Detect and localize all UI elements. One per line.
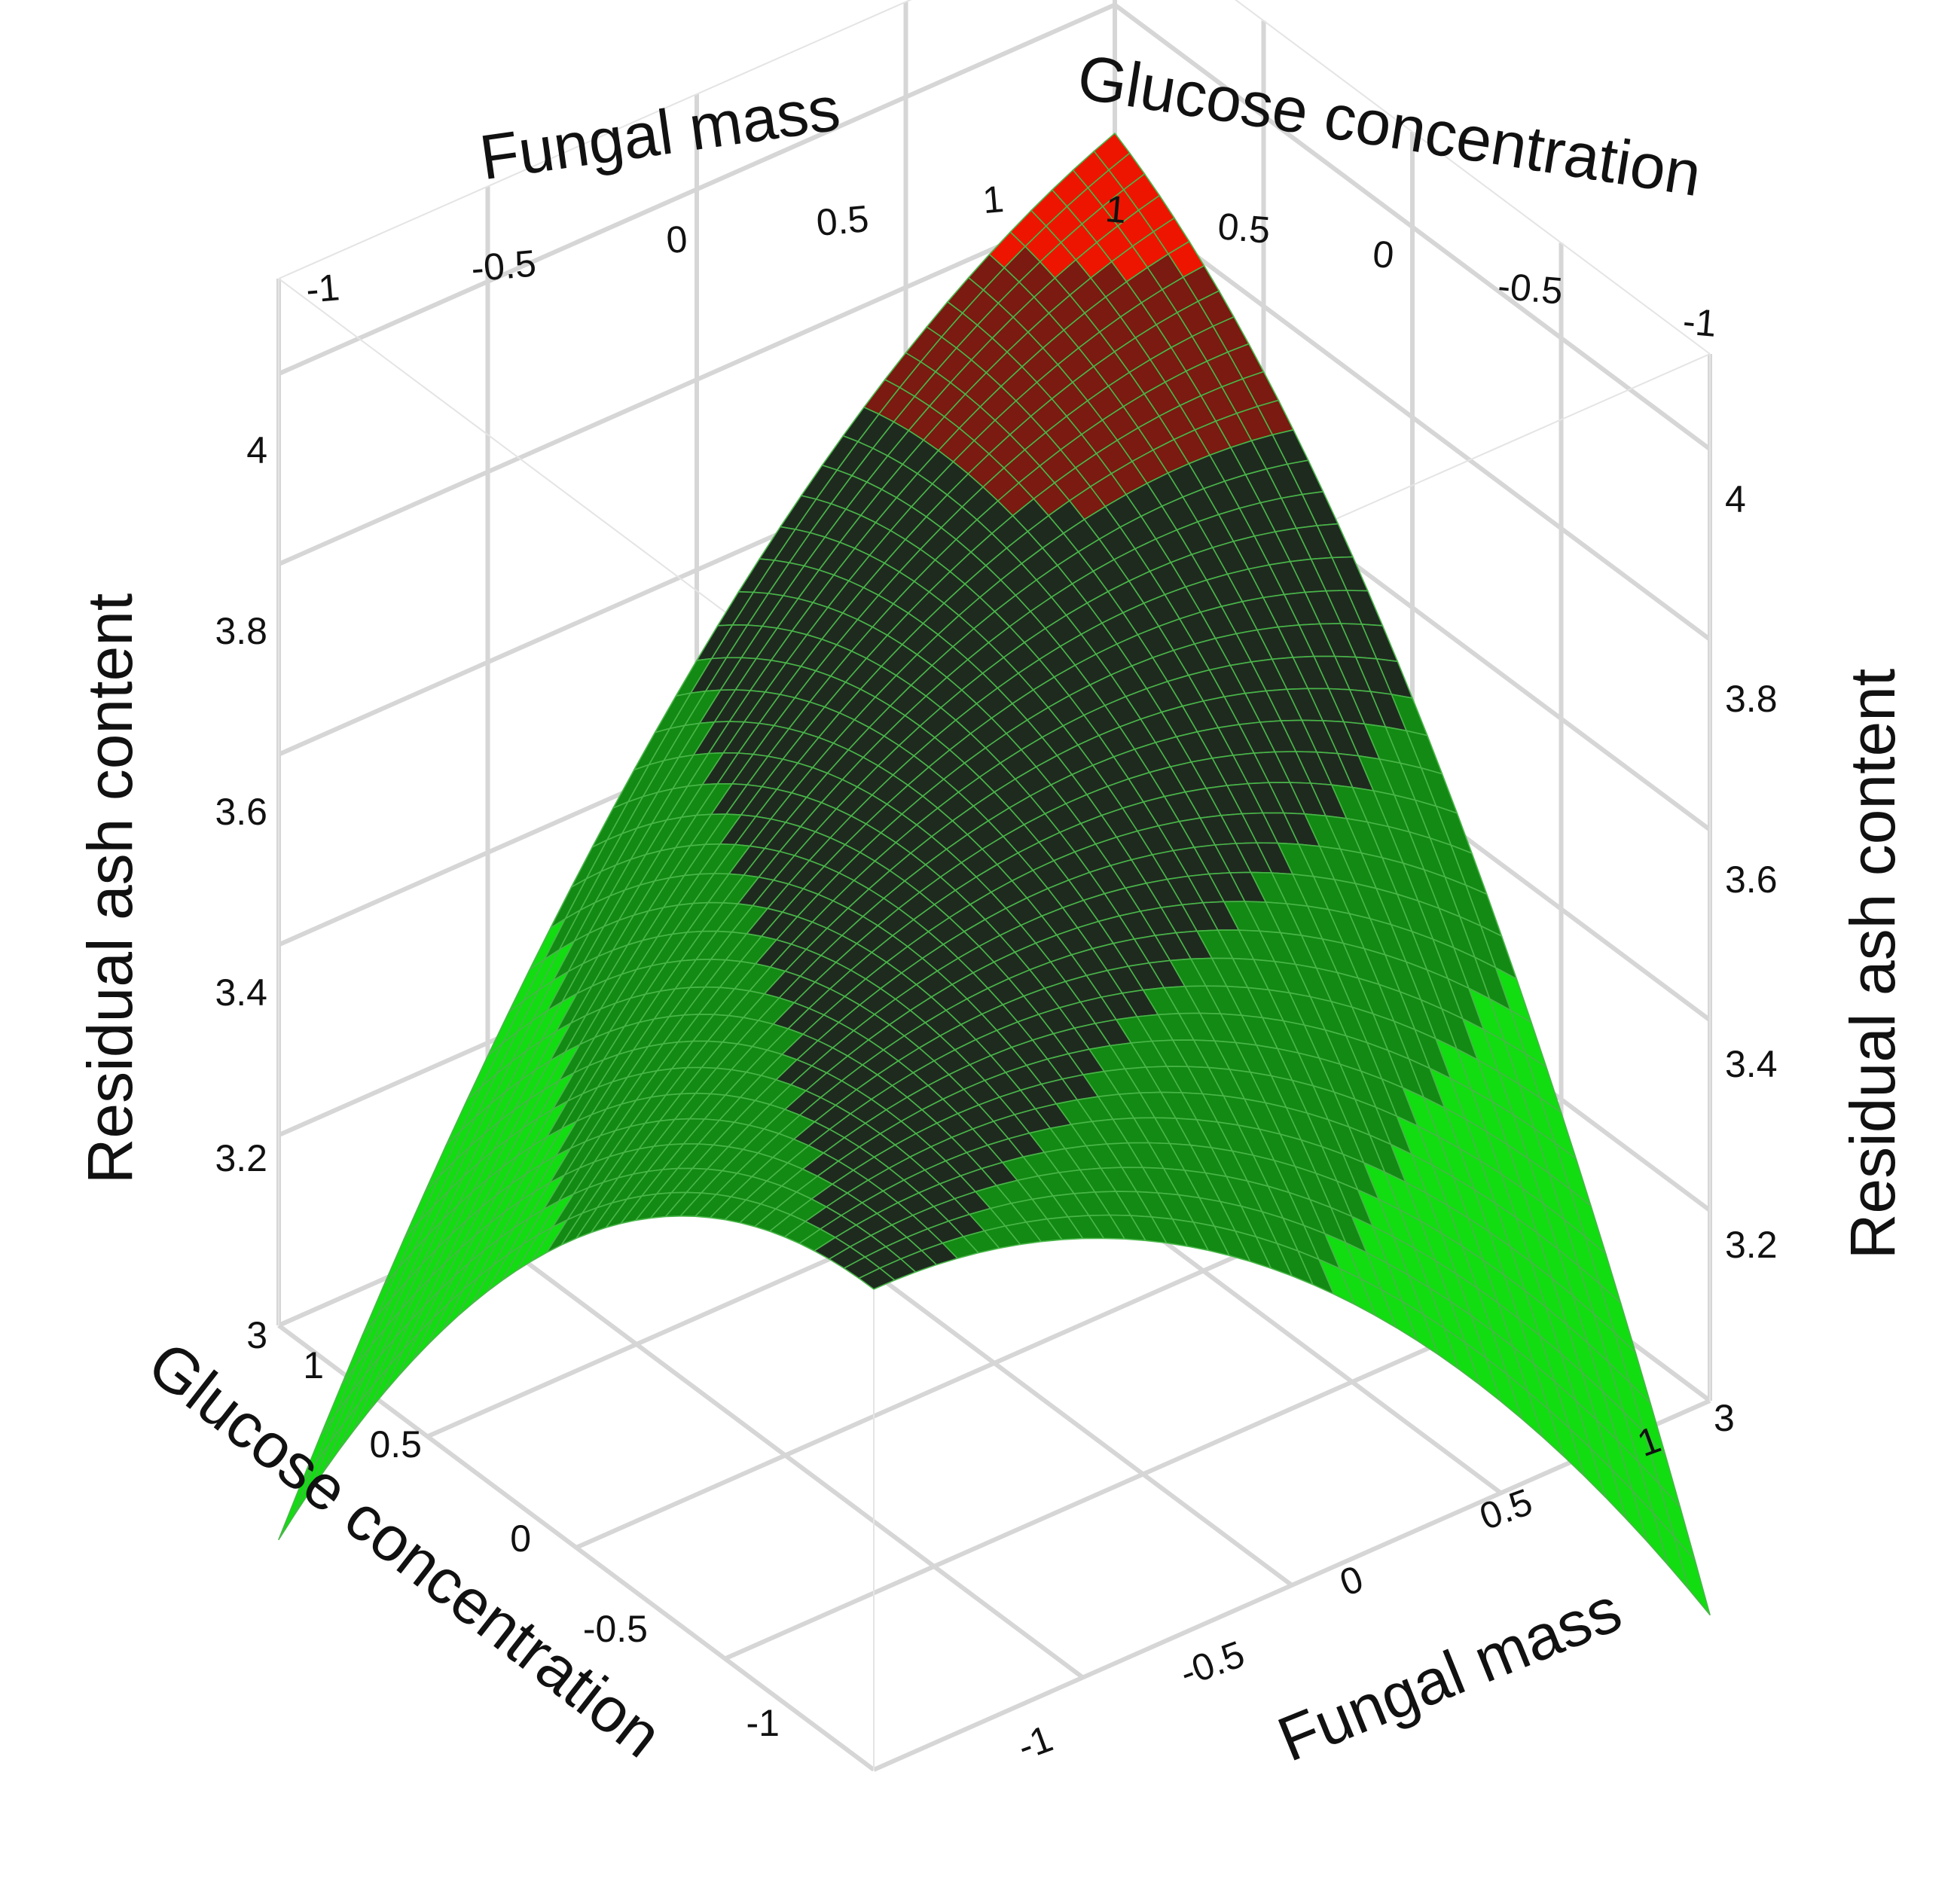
tick-label-z-right: 4	[1725, 478, 1746, 520]
tick-label-z-right: 3	[1714, 1397, 1735, 1439]
cube-edge	[1235, 0, 1711, 355]
tick-label-z-left: 3.6	[215, 791, 267, 833]
tick-label-z-right: 3.4	[1725, 1043, 1778, 1085]
tick-label-y-bottom: -1	[746, 1702, 780, 1744]
tick-label-y-top: 0	[1371, 233, 1396, 276]
axis-title-x-top: Fungal mass	[475, 72, 844, 193]
wall-gridline-z	[277, 193, 1116, 566]
tick-label-y-top: 0.5	[1216, 205, 1272, 252]
tick-label-y-bottom: 0.5	[369, 1423, 422, 1465]
tick-label-y-bottom: 1	[303, 1344, 324, 1386]
tick-label-z-left: 3.4	[215, 971, 267, 1014]
wall-gridline-z	[277, 2, 1116, 377]
tick-label-y-top: 1	[1104, 188, 1128, 231]
tick-label-y-bottom: 0	[510, 1517, 531, 1560]
response-surface	[278, 133, 1711, 1616]
cube-edge	[278, 0, 912, 279]
tick-label-y-bottom: -0.5	[583, 1608, 648, 1650]
tick-label-z-left: 3.2	[215, 1137, 267, 1179]
tick-label-x-bottom: 0	[1335, 1557, 1369, 1604]
tick-label-x-bottom: 0.5	[1474, 1481, 1537, 1538]
tick-label-x-bottom: -1	[1012, 1717, 1058, 1768]
wall-gridline-z	[1113, 193, 1711, 642]
tick-label-z-right: 3.2	[1725, 1224, 1778, 1266]
surface-cell	[858, 1267, 896, 1290]
wall-gridline-z	[1113, 2, 1711, 451]
tick-label-z-left: 4	[246, 429, 267, 471]
tick-label-z-left: 3.8	[215, 610, 267, 652]
tick-label-y-top: -1	[1681, 300, 1718, 345]
axis-title-z-left: Residual ash content	[75, 593, 145, 1185]
tick-label-x-top: -1	[304, 266, 341, 311]
tick-label-y-top: -0.5	[1496, 264, 1565, 312]
tick-label-x-top: -0.5	[469, 242, 538, 289]
axis-title-z-right: Residual ash content	[1837, 669, 1908, 1260]
tick-label-x-top: 1	[981, 178, 1006, 221]
axis-title-y-bottom: Glucose concentration	[136, 1328, 676, 1771]
tick-label-x-bottom: -0.5	[1174, 1633, 1250, 1694]
tick-label-z-left: 3	[246, 1314, 267, 1356]
axis-title-x-bottom: Fungal mass	[1269, 1573, 1631, 1774]
tick-label-x-top: 0.5	[814, 197, 870, 244]
floor-gridline-y	[724, 1287, 1562, 1661]
tick-label-z-right: 3.8	[1725, 678, 1778, 720]
axis-title-y-top: Glucose concentration	[1073, 41, 1705, 210]
tick-label-x-top: 0	[664, 218, 689, 261]
tick-label-z-right: 3.6	[1725, 859, 1778, 901]
